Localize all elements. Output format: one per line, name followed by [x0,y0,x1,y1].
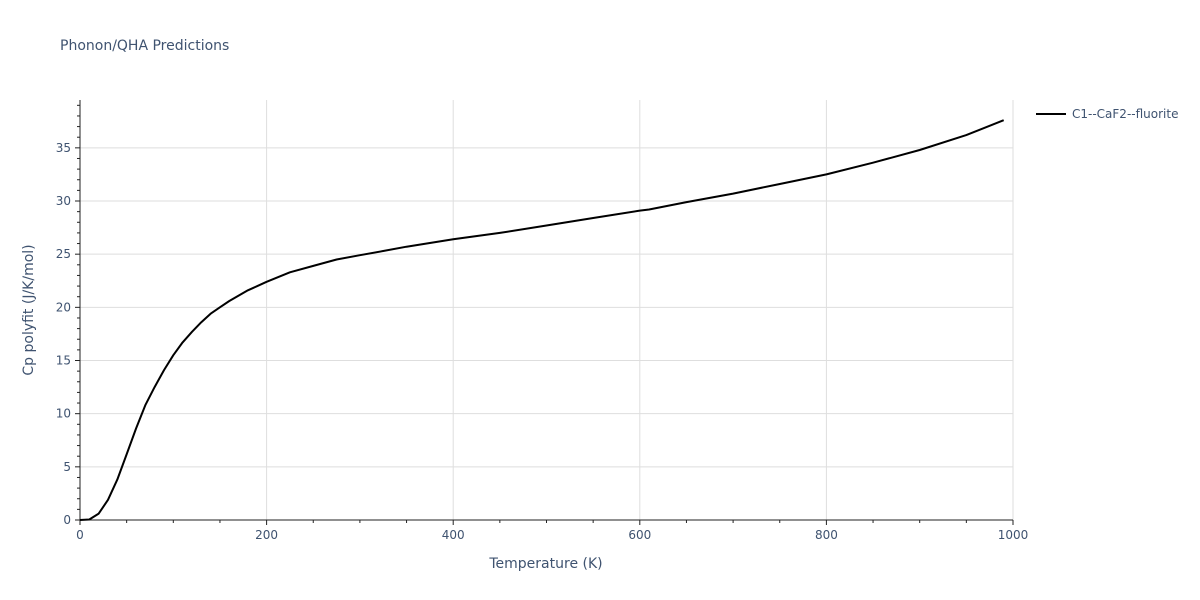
x-tick-label: 1000 [998,528,1029,542]
x-tick-label: 800 [815,528,838,542]
legend[interactable]: C1--CaF2--fluorite [1036,107,1178,121]
y-tick-label: 5 [63,460,71,474]
legend-label: C1--CaF2--fluorite [1072,107,1178,121]
y-tick-label: 20 [56,300,71,314]
y-tick-label: 35 [56,141,71,155]
x-tick-label: 400 [442,528,465,542]
y-tick-label: 10 [56,407,71,421]
x-tick-label: 200 [255,528,278,542]
series-layer [79,119,1005,521]
axes-layer: 0 200 400 600 800 1000 0 5 10 15 20 25 30 35 [56,100,1029,542]
y-tick-label: 25 [56,247,71,261]
x-tick-label: 0 [76,528,84,542]
y-tick-label: 0 [63,513,71,527]
chart-title: Phonon/QHA Predictions [60,38,229,54]
y-tick-label: 15 [56,354,71,368]
x-tick-label: 600 [628,528,651,542]
y-axis-title: Cp polyfit (J/K/mol) [21,244,37,375]
y-tick-label: 30 [56,194,71,208]
x-axis-title: Temperature (K) [488,556,602,572]
series-line[interactable] [79,119,1005,521]
grid-layer [80,100,1014,520]
